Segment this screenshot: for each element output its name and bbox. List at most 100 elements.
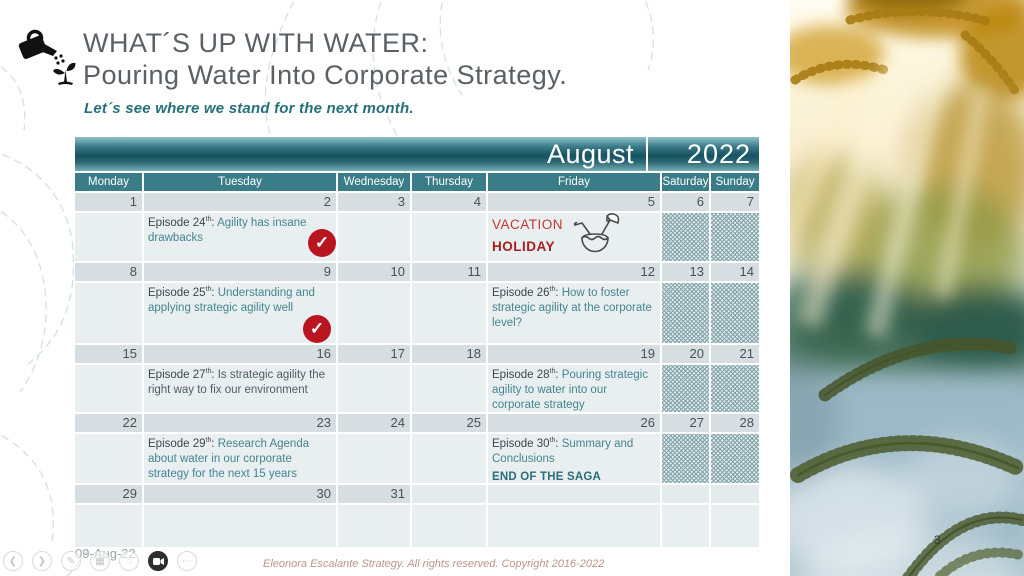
date-cell: 15 [75, 345, 142, 363]
content-cell [412, 365, 486, 412]
date-cell: 10 [338, 263, 410, 281]
calendar-title-bar: August 2022 [75, 137, 759, 171]
date-cell: 9 [144, 263, 336, 281]
date-cell: 28 [711, 414, 759, 432]
date-cell: 25 [412, 414, 486, 432]
content-cell [338, 505, 410, 547]
episode-27-description: Is strategic agility the right way to fi… [148, 369, 326, 396]
date-cell: 12 [488, 263, 660, 281]
slide-subtitle: Let´s see where we stand for the next mo… [84, 100, 414, 117]
event-episode-26: Episode 26th: How to foster strategic ag… [488, 283, 660, 343]
date-cell-empty [412, 485, 486, 503]
weekend-cell [711, 283, 759, 343]
date-cell: 7 [711, 193, 759, 211]
content-cell [75, 505, 142, 547]
event-episode-27: Episode 27th: Is strategic agility the r… [144, 365, 336, 412]
content-cell [338, 365, 410, 412]
next-slide-button[interactable]: ❯ [32, 551, 52, 571]
day-header-monday: Monday [75, 173, 142, 191]
date-cell: 26 [488, 414, 660, 432]
day-header-saturday: Saturday [662, 173, 709, 191]
zoom-tool-button[interactable]: ◌ [119, 551, 139, 571]
weekend-cell [662, 283, 709, 343]
vacation-label: VACATION [492, 217, 564, 232]
weekend-cell [711, 213, 759, 261]
more-options-button[interactable]: ⋯ [177, 551, 197, 571]
pen-tool-button[interactable]: ✎ [61, 551, 81, 571]
weekend-cell [711, 365, 759, 412]
episode-28-label: Episode 28 [492, 369, 550, 381]
date-cell: 18 [412, 345, 486, 363]
slide-title-line2: Pouring Water Into Corporate Strategy. [83, 59, 568, 90]
calendar-month: August [546, 138, 634, 169]
content-cell [412, 213, 486, 261]
date-cell: 3 [338, 193, 410, 211]
day-header-friday: Friday [488, 173, 660, 191]
event-episode-24: Episode 24th: Agility has insane drawbac… [144, 213, 336, 261]
content-cell [75, 434, 142, 483]
date-cell: 14 [711, 263, 759, 281]
video-camera-icon [152, 557, 164, 565]
episode-30-label: Episode 30 [492, 438, 550, 450]
date-cell: 11 [412, 263, 486, 281]
date-cell: 6 [662, 193, 709, 211]
day-header-thursday: Thursday [412, 173, 486, 191]
date-cell: 31 [338, 485, 410, 503]
date-cell: 5 [488, 193, 660, 211]
month-year-divider [646, 137, 648, 171]
slide-title-line1: WHAT´S UP WITH WATER: [83, 28, 429, 58]
holiday-label: HOLIDAY [492, 238, 556, 254]
date-cell-empty [488, 485, 660, 503]
calendar-grid: Monday Tuesday Wednesday Thursday Friday… [75, 173, 759, 547]
camera-button[interactable] [148, 551, 168, 571]
weekend-cell [662, 434, 709, 483]
date-cell: 22 [75, 414, 142, 432]
weekend-cell [711, 434, 759, 483]
date-cell: 2 [144, 193, 336, 211]
event-vacation-holiday: VACATION HOLIDAY [488, 213, 660, 261]
episode-28-description: Pouring strategic agility to water into … [492, 369, 648, 411]
done-checkmark-icon: ✓ [308, 229, 336, 257]
event-episode-28: Episode 28th: Pouring strategic agility … [488, 365, 660, 412]
day-header-wednesday: Wednesday [338, 173, 410, 191]
date-cell: 16 [144, 345, 336, 363]
date-cell-empty [662, 485, 709, 503]
copyright-text: Eleonora Escalante Strategy. All rights … [263, 558, 605, 570]
episode-24-label: Episode 24 [148, 217, 206, 229]
event-episode-29: Episode 29th: Research Agenda about wate… [144, 434, 336, 483]
day-header-sunday: Sunday [711, 173, 759, 191]
episode-26-label: Episode 26 [492, 287, 550, 299]
weekend-cell [662, 213, 709, 261]
watering-can-plant-icon [18, 29, 76, 85]
date-cell: 20 [662, 345, 709, 363]
episode-24-description: Agility has insane drawbacks [148, 217, 307, 244]
date-cell: 17 [338, 345, 410, 363]
content-cell [75, 283, 142, 343]
date-cell: 8 [75, 263, 142, 281]
slide-grid-button[interactable]: ▦ [90, 551, 110, 571]
content-cell [412, 283, 486, 343]
episode-25-label: Episode 25 [148, 287, 206, 299]
forest-water-photo [790, 0, 1024, 576]
content-cell [412, 505, 486, 547]
previous-slide-button[interactable]: ❮ [3, 551, 23, 571]
slide-title: WHAT´S UP WITH WATER: Pouring Water Into… [83, 28, 567, 92]
calendar-year: 2022 [686, 138, 751, 169]
date-cell: 4 [412, 193, 486, 211]
episode-27-label: Episode 27 [148, 369, 206, 381]
content-cell [75, 213, 142, 261]
end-of-saga-label: END OF THE SAGA [492, 470, 602, 483]
weekend-cell [662, 365, 709, 412]
date-cell-empty [711, 485, 759, 503]
episode-30-description: Summary and Conclusions [492, 438, 634, 465]
content-cell [144, 505, 336, 547]
coconut-drink-icon [573, 213, 620, 253]
episode-26-description: How to foster strategic agility at the c… [492, 287, 652, 329]
date-cell: 24 [338, 414, 410, 432]
content-cell [711, 505, 759, 547]
day-header-tuesday: Tuesday [144, 173, 336, 191]
content-cell [412, 434, 486, 483]
content-cell [338, 283, 410, 343]
date-cell: 19 [488, 345, 660, 363]
